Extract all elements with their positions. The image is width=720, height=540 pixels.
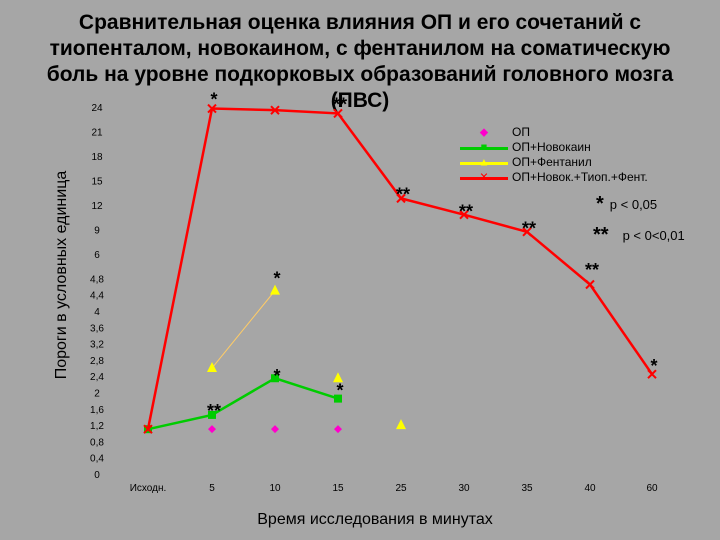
y-tick-label: 9 <box>94 225 100 236</box>
y-tick-label: 3,6 <box>90 323 104 334</box>
data-point-combo <box>647 369 657 379</box>
legend-swatch-novocaine <box>460 147 508 150</box>
significance-marker: ** <box>522 219 536 239</box>
y-tick-label: 21 <box>91 127 103 138</box>
y-tick-label: 1,6 <box>90 405 104 416</box>
legend-label-novocaine: ОП+Новокаин <box>512 140 591 154</box>
y-tick-label: 6 <box>94 250 100 261</box>
data-point-fentanyl <box>333 372 343 383</box>
legend-label-fentanyl: ОП+Фентанил <box>512 155 592 169</box>
y-tick-label: 0 <box>94 470 100 481</box>
data-point-novocaine <box>334 394 342 403</box>
x-tick-label: 30 <box>458 483 470 494</box>
y-tick-label: 4 <box>94 307 100 318</box>
significance-note-p001: ** p < 0<0,01 <box>593 224 685 247</box>
x-marker-stroke <box>143 424 153 434</box>
significance-marker: ** <box>333 94 347 114</box>
chart-marks <box>143 103 657 434</box>
x-tick-label: 10 <box>269 483 281 494</box>
data-point-fentanyl <box>207 362 217 373</box>
series-line-fentanyl <box>211 290 276 369</box>
y-tick-label: 4,4 <box>90 291 104 302</box>
y-tick-label: 15 <box>91 176 103 187</box>
data-point-combo <box>270 105 280 115</box>
y-tick-label: 2,8 <box>90 356 104 367</box>
y-tick-label: 12 <box>91 201 103 212</box>
y-tick-label: 24 <box>91 103 103 114</box>
significance-star: * <box>596 193 604 215</box>
chart-axes: 0 0,4 0,8 1,2 1,6 2 2,4 2,8 3,2 3,6 4 4,4 4,8 6 9 12 15 1… <box>90 103 658 494</box>
data-point-op <box>271 425 279 434</box>
y-tick-label: 2,4 <box>90 372 104 383</box>
significance-marker: * <box>650 356 657 376</box>
x-marker-stroke <box>585 279 595 290</box>
x-tick-label: 35 <box>521 483 533 494</box>
x-marker-stroke <box>396 193 406 204</box>
significance-marker: * <box>273 268 280 288</box>
x-tick-label: 5 <box>209 483 215 494</box>
significance-star: ** <box>593 224 609 246</box>
significance-marker: ** <box>459 201 473 221</box>
legend-swatch-combo <box>460 177 508 180</box>
legend-marker-combo: ✕ <box>479 171 489 184</box>
legend-label-op: ОП <box>512 125 530 139</box>
significance-marker: * <box>273 366 280 386</box>
legend-label-combo: ОП+Новок.+Тиоп.+Фент. <box>512 170 648 184</box>
data-point-novocaine <box>271 374 279 383</box>
data-point-fentanyl <box>270 284 280 295</box>
data-point-combo <box>143 424 153 434</box>
x-tick-label: 25 <box>395 483 407 494</box>
legend-marker-fentanyl: ▲ <box>478 156 490 169</box>
chart-annotations: * **************** <box>207 90 658 421</box>
data-point-combo <box>585 279 595 290</box>
y-tick-label: 4,8 <box>90 274 104 285</box>
y-tick-label: 0,8 <box>90 437 104 448</box>
x-tick-label: 40 <box>584 483 596 494</box>
x-marker-stroke <box>207 103 217 114</box>
significance-marker: * <box>336 380 343 400</box>
significance-marker: ** <box>396 184 410 204</box>
y-axis-label: Пороги в условных единица <box>53 170 70 380</box>
significance-note-p005: * p < 0,05 <box>596 193 657 216</box>
y-tick-label: 2 <box>94 389 100 400</box>
data-point-combo <box>396 193 406 204</box>
data-point-op <box>208 425 216 434</box>
data-point-combo <box>333 108 343 119</box>
x-marker-stroke <box>459 209 469 220</box>
significance-marker: ** <box>585 260 599 280</box>
chart-title: Сравнительная оценка влияния ОП и его со… <box>46 11 674 112</box>
x-marker-stroke <box>333 108 343 119</box>
y-tick-label: 18 <box>91 152 103 163</box>
x-marker-stroke <box>270 105 280 115</box>
legend-marker-novocaine: ■ <box>480 141 488 154</box>
legend-swatch-fentanyl <box>460 162 508 165</box>
y-tick-label: 0,4 <box>90 454 104 465</box>
y-tick-label: 3,2 <box>90 340 104 351</box>
x-axis-label: Время исследования в минутах <box>257 511 493 528</box>
significance-text: p < 0<0,01 <box>622 228 685 243</box>
data-point-combo <box>522 227 532 237</box>
x-tick-label: 60 <box>646 483 658 494</box>
significance-marker: * <box>210 90 217 110</box>
legend-marker-op: ◆ <box>479 126 489 139</box>
series-line-novocaine <box>147 376 339 431</box>
significance-text: p < 0,05 <box>609 197 658 212</box>
data-point-novocaine <box>208 410 216 419</box>
significance-marker: ** <box>207 401 221 421</box>
data-point-combo <box>207 103 217 114</box>
data-point-fentanyl <box>396 419 406 430</box>
x-marker-stroke <box>647 369 657 379</box>
data-point-combo <box>459 209 469 220</box>
y-tick-label: 1,2 <box>90 421 104 432</box>
data-point-op <box>334 425 342 434</box>
x-tick-label: Исходн. <box>130 483 167 494</box>
x-marker-stroke <box>522 227 532 237</box>
x-tick-label: 15 <box>332 483 344 494</box>
